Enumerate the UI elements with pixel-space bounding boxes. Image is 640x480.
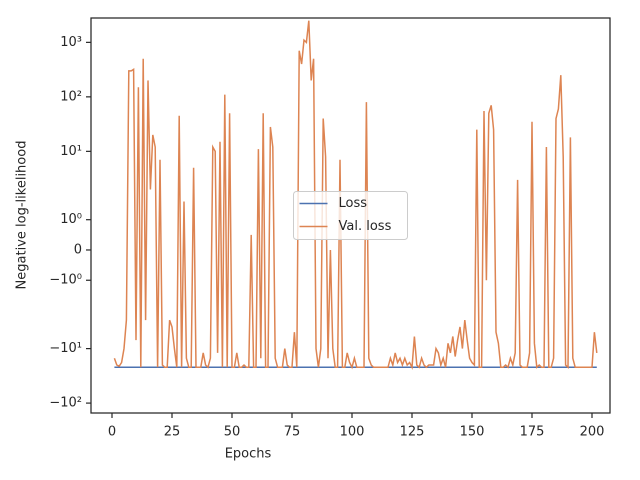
y-tick-label: 0 [74,242,82,257]
y-tick-label: 10² [60,89,82,104]
y-tick-label: −10¹ [49,341,82,356]
y-tick-label: 10³ [60,35,82,50]
y-tick-label: 10⁰ [60,212,82,227]
legend-label: Val. loss [339,219,392,234]
legend-label: Loss [339,196,368,211]
y-tick-label: −10² [49,396,82,411]
y-axis-label: Negative log-likelihood [15,141,30,290]
x-tick-label: 200 [580,425,605,440]
plot-frame [90,17,611,414]
x-tick-label: 75 [284,425,301,440]
series-line [113,20,598,370]
x-tick-label: 25 [164,425,181,440]
x-tick-label: 100 [340,425,365,440]
x-tick-label: 50 [224,425,241,440]
x-tick-label: 125 [400,425,425,440]
y-tick-label: 10¹ [60,144,82,159]
x-tick-label: 0 [108,425,116,440]
x-tick-label: 150 [460,425,485,440]
y-tick-label: −10⁰ [49,273,82,288]
legend: Loss Val. loss [293,191,408,240]
x-axis-label: Epochs [225,447,272,462]
x-tick-label: 175 [520,425,545,440]
